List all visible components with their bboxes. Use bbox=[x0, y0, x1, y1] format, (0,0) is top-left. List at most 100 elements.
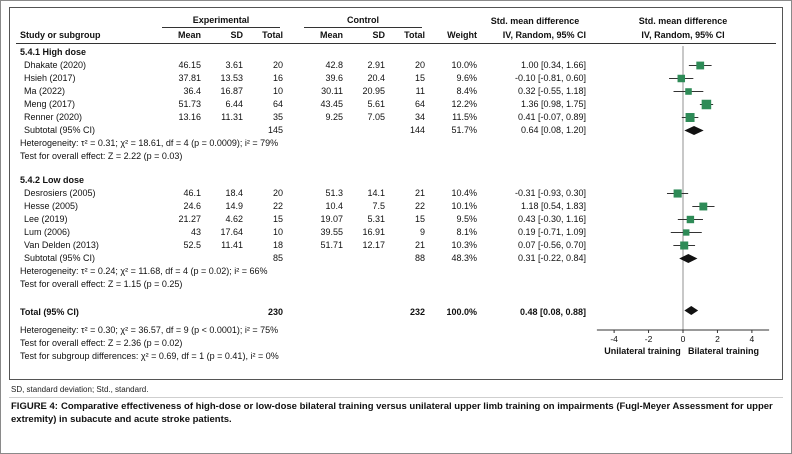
weight: 12.2% bbox=[451, 99, 477, 109]
heterogeneity-note: Heterogeneity: τ² = 0.31; χ² = 18.61, df… bbox=[16, 137, 776, 150]
ci-text: 0.43 [-0.30, 1.16] bbox=[517, 214, 586, 224]
subgroup-title-text: 5.4.1 High dose bbox=[20, 47, 87, 57]
axis-tick-label: 4 bbox=[750, 334, 755, 344]
ctrl-mean: 39.55 bbox=[320, 227, 343, 237]
ctrl-total: 9 bbox=[419, 227, 425, 237]
total-heterogeneity-note: Heterogeneity: τ² = 0.30; χ² = 36.57, df… bbox=[16, 324, 776, 337]
ctrl-sd bbox=[346, 304, 388, 317]
ctrl-mean bbox=[298, 304, 346, 317]
effect-square bbox=[680, 241, 689, 250]
exp-sd: 13.53 bbox=[220, 73, 243, 83]
study-label: Dhakate (2020) bbox=[24, 60, 87, 70]
axis-tick-label: -2 bbox=[645, 334, 653, 344]
study-label: Hsieh (2017) bbox=[24, 73, 76, 83]
spacer bbox=[286, 213, 298, 226]
exp-total: 15 bbox=[272, 214, 283, 224]
ctrl-mean: 9.25 bbox=[325, 112, 343, 122]
ci-text: 0.19 [-0.71, 1.09] bbox=[517, 227, 586, 237]
spacer bbox=[286, 98, 298, 111]
exp-sd: 6.44 bbox=[225, 99, 243, 109]
ci-text: 0.41 [-0.07, 0.89] bbox=[517, 112, 586, 122]
exp-mean bbox=[156, 124, 204, 137]
ctrl-sd: 7.05 bbox=[367, 112, 385, 122]
effect-square bbox=[686, 215, 695, 224]
ctrl-total: 21 bbox=[414, 240, 425, 250]
subtotal-row: Subtotal (95% CI) 85 88 48.3% 0.31 [-0.22, 0… bbox=[16, 252, 776, 265]
summary-diamond bbox=[684, 126, 704, 135]
exp-mean: 52.5 bbox=[183, 240, 201, 250]
caption-label: FIGURE 4: bbox=[11, 401, 58, 412]
study-row: Ma (2022) 36.4 16.87 10 30.11 20.95 11 8.4% 0.32… bbox=[16, 85, 776, 98]
ctrl-mean bbox=[298, 124, 346, 137]
study-label: Hesse (2005) bbox=[24, 201, 79, 211]
weight: 9.5% bbox=[456, 214, 477, 224]
exp-total: 20 bbox=[272, 188, 283, 198]
spacer bbox=[286, 28, 298, 42]
exp-mean: 13.16 bbox=[178, 112, 201, 122]
heterogeneity-note: Heterogeneity: τ² = 0.24; χ² = 11.68, df… bbox=[16, 265, 776, 278]
col-exp-mean: Mean bbox=[177, 30, 201, 40]
ctrl-sd: 16.91 bbox=[362, 227, 385, 237]
ctrl-mean: 51.3 bbox=[325, 188, 343, 198]
axis-tick-label: 2 bbox=[715, 334, 720, 344]
ci-text: 0.07 [-0.56, 0.70] bbox=[517, 240, 586, 250]
forest-rows: 5.4.1 High dose Dhakate (2020) 46.15 3.61 20… bbox=[16, 46, 776, 371]
weight: 8.1% bbox=[456, 227, 477, 237]
col-group-control: Control bbox=[304, 13, 422, 28]
effect-square bbox=[696, 61, 705, 70]
ctrl-total: 64 bbox=[414, 99, 425, 109]
study-label: Desrosiers (2005) bbox=[24, 188, 96, 198]
ci-text: 0.32 [-0.55, 1.18] bbox=[517, 86, 586, 96]
effect-square bbox=[673, 189, 682, 198]
study-label: Renner (2020) bbox=[24, 112, 83, 122]
exp-sd: 11.31 bbox=[221, 112, 243, 122]
ctrl-sd: 20.4 bbox=[367, 73, 385, 83]
study-label: Van Delden (2013) bbox=[24, 240, 99, 250]
overall-effect-note-text: Test for overall effect: Z = 1.15 (p = 0… bbox=[20, 279, 183, 289]
ci-text: 0.48 [0.08, 0.88] bbox=[519, 307, 586, 317]
study-label: Lee (2019) bbox=[24, 214, 68, 224]
effect-square bbox=[685, 113, 695, 122]
subgroup-differences-note: Test for subgroup differences: χ² = 0.69… bbox=[16, 350, 776, 363]
col-ctrl-total: Total bbox=[404, 30, 425, 40]
weight: 48.3% bbox=[451, 253, 477, 263]
effect-square bbox=[701, 99, 712, 110]
overall-effect-note-text: Test for overall effect: Z = 2.22 (p = 0… bbox=[20, 151, 183, 161]
study-row: Hsieh (2017) 37.81 13.53 16 39.6 20.4 15 9.6% -0… bbox=[16, 72, 776, 85]
ci-text: -0.10 [-0.81, 0.60] bbox=[514, 73, 586, 83]
ctrl-total: 88 bbox=[414, 253, 425, 263]
spacer bbox=[286, 124, 298, 137]
weight: 10.4% bbox=[451, 188, 477, 198]
study-row: Desrosiers (2005) 46.1 18.4 20 51.3 14.1 21 10.… bbox=[16, 187, 776, 200]
study-label: Total (95% CI) bbox=[20, 307, 79, 317]
ci-text: 1.36 [0.98, 1.75] bbox=[520, 99, 586, 109]
spacer bbox=[286, 239, 298, 252]
col-exp-total: Total bbox=[262, 30, 283, 40]
ctrl-sd: 5.61 bbox=[367, 99, 385, 109]
weight: 10.3% bbox=[451, 240, 477, 250]
ctrl-sd bbox=[346, 124, 388, 137]
col-exp-sd: SD bbox=[230, 30, 243, 40]
spacer bbox=[286, 72, 298, 85]
col-group-experimental: Experimental bbox=[162, 13, 280, 28]
study-label: Meng (2017) bbox=[24, 99, 76, 109]
exp-mean: 24.6 bbox=[183, 201, 201, 211]
spacer-row-text bbox=[16, 163, 590, 174]
exp-sd: 14.9 bbox=[225, 201, 243, 211]
spacer bbox=[286, 226, 298, 239]
ci-text: 0.31 [-0.22, 0.84] bbox=[517, 253, 586, 263]
col-weight: Weight bbox=[447, 30, 477, 40]
ctrl-mean: 19.07 bbox=[320, 214, 343, 224]
ctrl-total: 34 bbox=[414, 112, 425, 122]
ctrl-mean: 30.11 bbox=[321, 86, 343, 96]
exp-sd: 18.4 bbox=[225, 188, 243, 198]
ctrl-total: 15 bbox=[414, 73, 425, 83]
exp-total: 10 bbox=[272, 227, 283, 237]
subgroup-title: 5.4.2 Low dose bbox=[16, 174, 776, 187]
study-row: Renner (2020) 13.16 11.31 35 9.25 7.05 34 11.5%… bbox=[16, 111, 776, 124]
total-row: Total (95% CI) 230 232 100.0% 0.48 [0.08, 0.… bbox=[16, 302, 776, 319]
exp-total: 64 bbox=[272, 99, 283, 109]
forest-plot: Experimental Control Std. mean differenc… bbox=[9, 7, 783, 380]
col-group-smd-text: Std. mean difference bbox=[490, 15, 580, 26]
